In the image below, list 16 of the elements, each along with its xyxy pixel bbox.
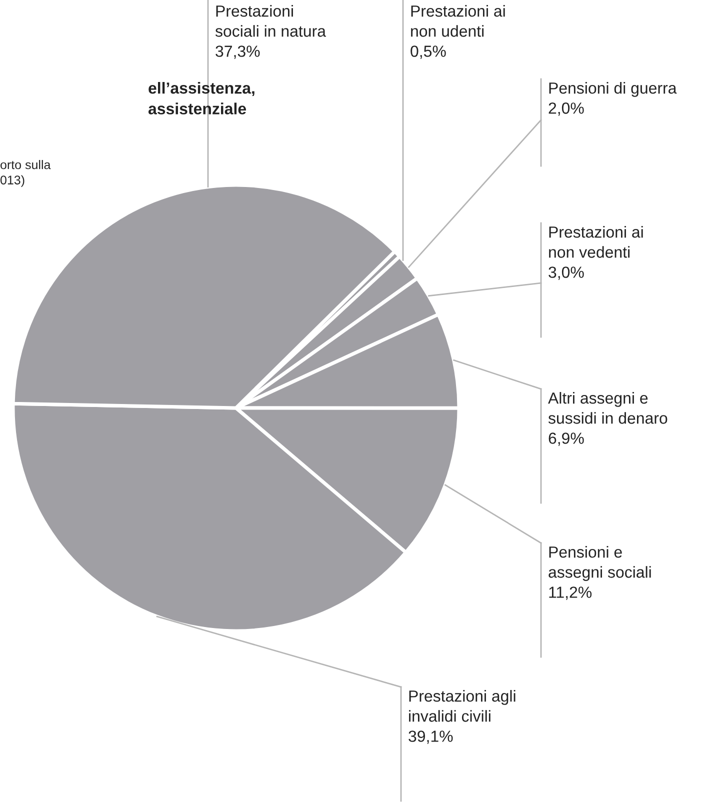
slice-label: Prestazioni ai non vedenti [549, 226, 643, 258]
data-label: 0,5% [410, 46, 446, 59]
data-label: 37,3% [216, 46, 260, 59]
slice-label: Prestazioni sociali in natura [215, 5, 326, 37]
text: orto sulla 013) [0, 160, 51, 187]
data-label: 6,9% [548, 432, 584, 446]
slice-label: Prestazioni ai non udenti [411, 5, 505, 37]
data-label: 39,1% [408, 730, 453, 744]
data-label: 2,0% [548, 102, 584, 116]
data-label: 3,0% [548, 266, 584, 280]
slice-label: Altri assegni e sussidi in denaro [548, 392, 668, 424]
data-label: 11,2% [549, 586, 592, 600]
slice-label: Pensioni di guerra [549, 82, 677, 97]
text: ell’assistenza, assistenziale [148, 82, 254, 114]
slice-label: Pensioni e assegni sociali [548, 546, 651, 581]
slice-label: Prestazioni agli invalidi civili [409, 690, 516, 722]
